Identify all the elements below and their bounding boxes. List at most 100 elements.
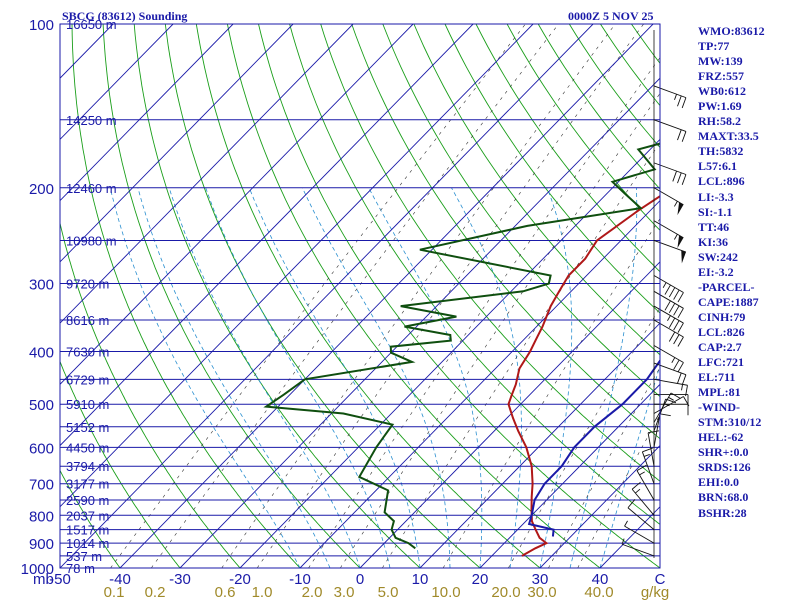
- moist-adiabat: [248, 187, 421, 568]
- temperature-tick-label: C: [655, 571, 666, 588]
- isotherm: [60, 24, 234, 202]
- barb-shaft: [653, 362, 687, 376]
- barb-pennant: [677, 202, 684, 216]
- index-item: CINH:79: [698, 309, 746, 324]
- mixing-ratio-label: 0.1: [104, 584, 125, 600]
- temperature-tick-label: 30: [532, 571, 549, 588]
- barb-half-flag: [674, 94, 677, 100]
- wind-barb: [653, 396, 690, 414]
- pressure-tick-label: 200: [29, 181, 54, 198]
- barb-half-flag: [668, 396, 674, 401]
- index-item: KI:36: [698, 234, 728, 249]
- index-item: MAXT:33.5: [698, 129, 759, 144]
- barb-flag: [677, 322, 684, 333]
- barb-shaft: [653, 345, 684, 363]
- index-item: LI:-3.3: [698, 189, 734, 204]
- height-label: 2037 m: [66, 508, 109, 523]
- barb-flag: [677, 292, 684, 303]
- height-label: 14250 m: [66, 113, 117, 128]
- mixing-ratio-label: 0.6: [215, 584, 236, 600]
- pressure-tick-label: 100: [29, 17, 54, 34]
- pressure-tick-label: 600: [29, 440, 54, 457]
- barb-shaft: [631, 488, 655, 516]
- wind-barb: [653, 413, 671, 448]
- barb-flag: [673, 334, 680, 345]
- barb-flag: [668, 331, 676, 342]
- temperature-tick-label: -30: [169, 571, 191, 588]
- index-item: CAP:2.7: [698, 339, 742, 354]
- height-label: 1517 m: [66, 523, 109, 538]
- barb-flag: [668, 317, 676, 328]
- barb-shaft: [653, 413, 661, 448]
- dewpoint-line: [263, 142, 660, 550]
- mixing-ratio-label: 5.0: [378, 584, 399, 600]
- index-item: MW:139: [698, 54, 743, 69]
- dry-adiabat: [289, 24, 660, 525]
- index-item: STM:310/12: [698, 415, 762, 430]
- moist-adiabat: [539, 187, 573, 568]
- height-label: 12460 m: [66, 181, 117, 196]
- index-item: BRN:68.0: [698, 490, 749, 505]
- pressure-tick-label: 700: [29, 477, 54, 494]
- index-item: SW:242: [698, 249, 739, 264]
- barb-flag: [665, 398, 677, 404]
- barb-flag: [677, 172, 682, 184]
- index-item: LFC:721: [698, 355, 744, 370]
- index-item: EL:711: [698, 370, 736, 385]
- pressure-tick-label: 800: [29, 508, 54, 525]
- mixing-ratio-label: 10.0: [431, 584, 460, 600]
- temperature-tick-label: 40: [592, 571, 609, 588]
- wind-barb: [621, 538, 655, 557]
- height-label: 16650 m: [66, 17, 117, 32]
- barb-flag: [631, 481, 641, 490]
- moist-adiabat: [137, 187, 331, 568]
- barb-flag: [673, 305, 680, 316]
- barb-half-flag: [635, 488, 641, 494]
- wind-barb: [653, 290, 684, 319]
- barb-half-flag: [621, 538, 625, 545]
- isotherm: [60, 24, 174, 141]
- height-label: 6729 m: [66, 372, 109, 387]
- moist-adiabat: [168, 187, 361, 568]
- temperature-tick-label: -50: [49, 571, 71, 588]
- wind-barb: [627, 499, 655, 530]
- temperature-tick-label: -10: [289, 571, 311, 588]
- wind-barb: [653, 362, 687, 386]
- isotherm: [539, 444, 660, 568]
- barb-pennant: [681, 250, 686, 264]
- temperature-line: [507, 194, 660, 557]
- index-item: TH:5832: [698, 144, 744, 159]
- temperature-tick-label: 10: [412, 571, 429, 588]
- wind-barb: [641, 447, 655, 484]
- barb-flag: [677, 129, 682, 141]
- index-item: CAPE:1887: [698, 294, 759, 309]
- height-label: 7630 m: [66, 345, 109, 360]
- isotherm: [179, 77, 660, 568]
- isotherm: [299, 199, 660, 568]
- barb-flag: [673, 359, 680, 370]
- pressure-tick-label: 500: [29, 397, 54, 414]
- barb-shaft: [653, 220, 684, 239]
- index-item: SI:-1.1: [698, 204, 733, 219]
- barb-flag: [681, 97, 687, 109]
- barb-shaft: [653, 290, 684, 309]
- barb-shaft: [653, 119, 687, 132]
- wind-barb: [631, 481, 655, 516]
- height-label: 5910 m: [66, 397, 109, 412]
- barb-half-flag: [673, 201, 678, 207]
- wind-barb: [653, 240, 687, 264]
- barb-flag: [659, 413, 671, 417]
- isotherm: [479, 383, 660, 568]
- temperature-tick-label: 0: [356, 571, 364, 588]
- wind-barb: [653, 275, 684, 303]
- barb-shaft: [653, 187, 684, 206]
- height-label: 4450 m: [66, 440, 109, 455]
- wind-barb: [653, 305, 684, 333]
- barb-half-flag: [673, 234, 678, 240]
- indices-panel: WMO:83612 TP:77 MW:139 FRZ:557 WB0:612 PW:1.6…: [698, 24, 798, 521]
- barb-flag: [668, 287, 676, 298]
- height-label: 3794 m: [66, 459, 109, 474]
- barb-half-flag: [639, 471, 645, 476]
- isotherm: [419, 322, 660, 568]
